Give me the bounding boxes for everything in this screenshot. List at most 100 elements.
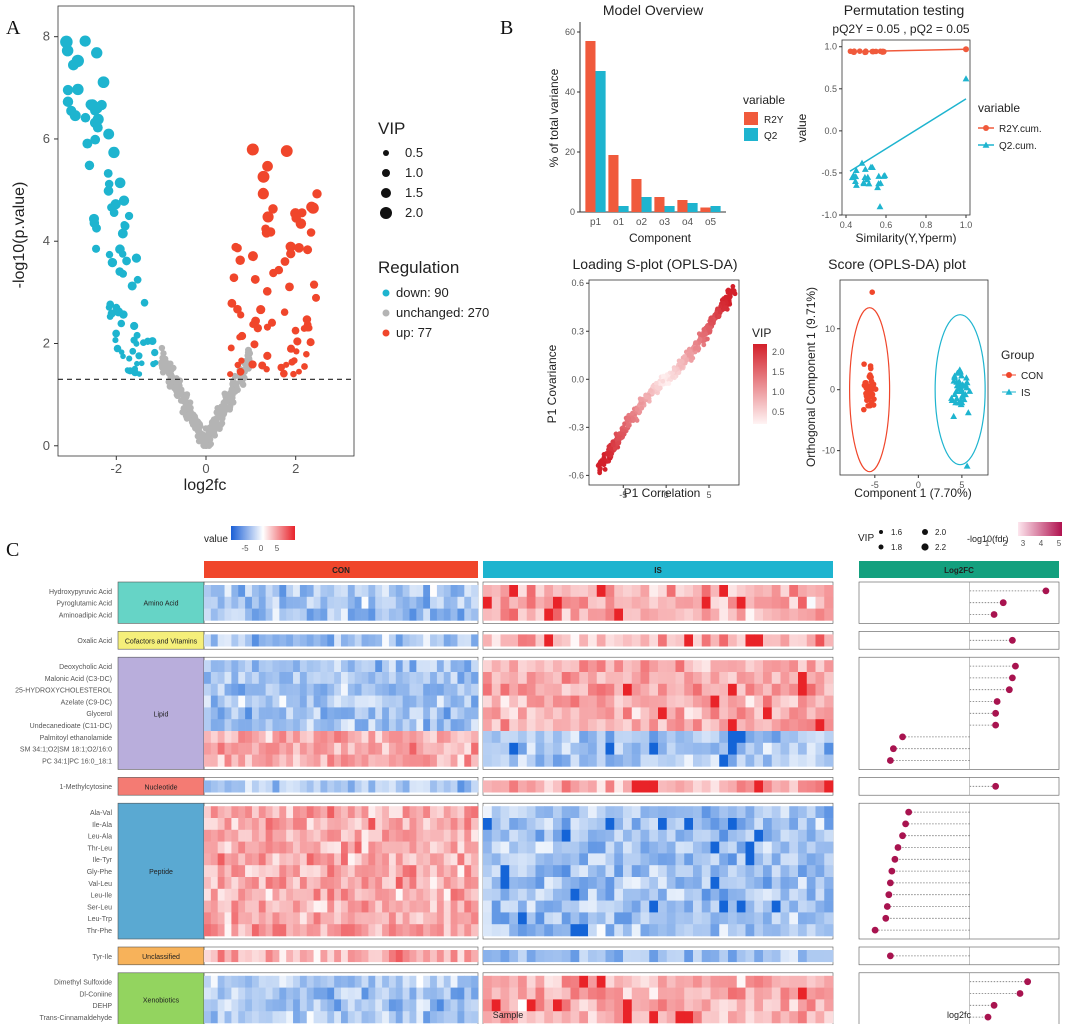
fdr-legend-gradient [1018, 522, 1062, 536]
q2-point [852, 177, 859, 185]
heatmap-cell [710, 853, 720, 866]
heatmap-cell [471, 853, 479, 866]
heatmap-cell [789, 780, 799, 793]
heatmap-cell [789, 818, 799, 831]
heatmap-cell [293, 707, 301, 720]
model-overview-legend-label: R2Y [764, 115, 784, 126]
heatmap-cell [544, 829, 554, 842]
heatmap-cell [436, 742, 445, 755]
heatmap-cell [806, 841, 816, 854]
volcano-point-up [262, 211, 274, 223]
heatmap-cell [464, 987, 472, 1000]
metabolite-label: DEHP [93, 1003, 113, 1010]
heatmap-cell [728, 818, 738, 831]
heatmap-cell [334, 780, 342, 793]
heatmap-cell [443, 660, 451, 673]
heatmap-cell [684, 924, 694, 937]
heatmap-cell [265, 608, 273, 621]
regulation-legend-dot [382, 309, 390, 317]
heatmap-cell [416, 634, 424, 647]
heatmap-cell [299, 841, 308, 854]
heatmap-cell [780, 695, 790, 708]
heatmap-cell [354, 742, 362, 755]
heatmap-cell [210, 900, 218, 913]
category-label-box [117, 656, 205, 770]
heatmap-cell [238, 987, 246, 1000]
volcano-point-unchanged [159, 369, 167, 376]
volcano-point-up [227, 298, 237, 308]
heatmap-cell [231, 975, 239, 988]
heatmap-cell [457, 924, 465, 937]
heatmap-cell [798, 900, 808, 913]
heatmap-cell [471, 695, 479, 708]
heatmap-cell [272, 841, 280, 854]
heatmap-cell [789, 865, 799, 878]
heatmap-cell [251, 683, 260, 696]
heatmap-cell [728, 780, 738, 793]
heatmap-cell [245, 877, 253, 890]
heatmap-cell [824, 900, 834, 913]
heatmap-cell [375, 608, 383, 621]
heatmap-cell [780, 987, 790, 1000]
volcano-point-down [112, 303, 121, 312]
heatmap-cell [684, 999, 694, 1012]
heatmap-cell [464, 672, 472, 685]
heatmap-cell [388, 608, 397, 621]
heatmap-cell [204, 585, 212, 598]
volcano-point-up [306, 228, 316, 237]
heatmap-cell [675, 877, 685, 890]
heatmap-cell [450, 865, 458, 878]
heatmap-cell [450, 950, 458, 963]
heatmap-cell [471, 912, 479, 925]
heatmap-cell [368, 818, 376, 831]
heatmap-cell [388, 806, 397, 819]
heatmap-cell [701, 806, 711, 819]
heatmap-cell [483, 608, 493, 621]
heatmap-cell [728, 683, 738, 696]
heatmap-cell [579, 731, 589, 744]
heatmap-cell [382, 975, 390, 988]
heatmap-cell [382, 660, 390, 673]
heatmap-cell [334, 841, 342, 854]
heatmap-cell [443, 841, 451, 854]
bar-r2y-o3 [654, 197, 665, 212]
volcano-point-up [293, 337, 302, 346]
heatmap-cell [402, 683, 410, 696]
heatmap-cell [327, 672, 335, 685]
s-plot-point [707, 329, 713, 335]
heatmap-cell [375, 672, 383, 685]
score-plot-title: Score (OPLS-DA) plot [828, 256, 966, 272]
heatmap-cell [710, 596, 720, 609]
heatmap-cell [658, 780, 668, 793]
heatmap-cell [561, 829, 571, 842]
heatmap-cell [279, 608, 287, 621]
heatmap-cell [824, 975, 834, 988]
heatmap-cell [204, 888, 212, 901]
heatmap-cell [614, 987, 624, 1000]
heatmap-cell [798, 634, 808, 647]
heatmap-cell [780, 731, 790, 744]
heatmap-cell [675, 841, 685, 854]
heatmap-cell [605, 829, 615, 842]
heatmap-cell [388, 754, 397, 767]
heatmap-cell [500, 754, 510, 767]
heatmap-cell [313, 596, 321, 609]
heatmap-cell [491, 596, 501, 609]
heatmap-cell [464, 731, 472, 744]
heatmap-cell [526, 877, 536, 890]
heatmap-cell [423, 585, 431, 598]
permutation-points [847, 46, 970, 210]
heatmap-cell [224, 841, 232, 854]
heatmap-cell [258, 912, 266, 925]
heatmap-cell [299, 695, 308, 708]
model-overview-y-tick-label: 60 [565, 27, 575, 37]
heatmap-cell [245, 780, 253, 793]
heatmap-cell [279, 841, 287, 854]
score-point-is [963, 374, 970, 381]
heatmap-cell [293, 841, 301, 854]
heatmap-cell [341, 950, 349, 963]
heatmap-cell [430, 707, 438, 720]
heatmap-cell [544, 780, 554, 793]
heatmap-cell [293, 695, 301, 708]
